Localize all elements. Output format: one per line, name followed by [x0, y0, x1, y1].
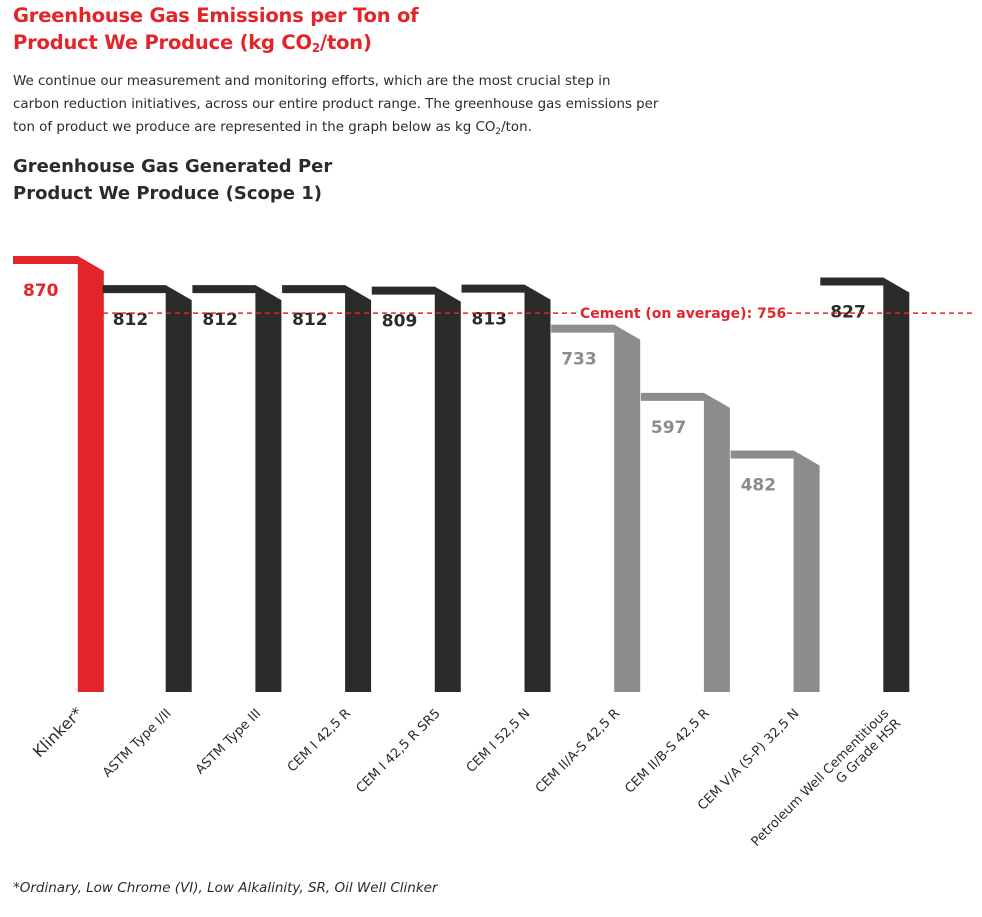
- chart-subtitle: Greenhouse Gas Generated Per Product We …: [13, 153, 332, 207]
- title-line-2: Product We Produce (kg CO2/ton): [13, 29, 418, 56]
- value-label-7: 733: [561, 350, 597, 370]
- intro-line-3-unit: /ton.: [501, 120, 532, 135]
- intro-subscript: 2: [495, 127, 502, 137]
- bar-1: [13, 256, 104, 692]
- subtitle-line-2: Product We Produce (Scope 1): [13, 183, 322, 204]
- value-label-6: 813: [472, 310, 508, 330]
- value-label-9: 482: [741, 475, 777, 495]
- reference-label-backing: [576, 302, 786, 323]
- emissions-bar-chart: 870 Klinker* 812 ASTM Type I/II 812 ASTM Type…: [13, 256, 972, 850]
- category-label-7: CEM II/A-S 42,5 R: [533, 706, 623, 796]
- intro-paragraph: We continue our measurement and monitori…: [13, 70, 693, 139]
- value-label-8: 597: [651, 418, 687, 438]
- bar-4: [282, 285, 372, 692]
- value-label-5: 809: [382, 312, 418, 332]
- category-label-9: CEM V/A (S-P) 32,5 N: [695, 706, 802, 813]
- intro-line-3-text: ton of product we produce are represente…: [13, 120, 496, 135]
- chart-title: Greenhouse Gas Emissions per Ton of Prod…: [13, 2, 419, 56]
- title-line-2-text: Product We Produce (kg CO: [13, 31, 312, 54]
- bar-6: [461, 284, 551, 692]
- title-line-2-unit: /ton): [320, 31, 372, 54]
- subtitle-line-1: Greenhouse Gas Generated Per: [13, 156, 333, 177]
- footnote: *Ordinary, Low Chrome (VI), Low Alkalini…: [13, 880, 438, 896]
- category-label-3: ASTM Type III: [193, 706, 264, 777]
- intro-line-3: ton of product we produce are represente…: [13, 116, 693, 139]
- title-subscript: 2: [311, 41, 321, 55]
- category-label-1: Klinker*: [29, 703, 87, 761]
- intro-line-1: We continue our measurement and monitori…: [13, 74, 611, 89]
- bar-8: [640, 392, 730, 692]
- category-label-6: CEM I 52,5 N: [464, 706, 534, 776]
- bar-5: [371, 286, 461, 692]
- category-label-2: ASTM Type I/II: [100, 706, 174, 780]
- category-label-5: CEM I 42,5 R SR5: [354, 706, 444, 796]
- intro-line-2: carbon reduction initiatives, across our…: [13, 97, 659, 112]
- bar-9: [730, 450, 820, 692]
- category-label-8: CEM II/B-S 42,5 R: [622, 706, 712, 796]
- bar-10: [820, 277, 910, 692]
- value-label-2: 812: [113, 310, 149, 330]
- value-label-3: 812: [202, 310, 238, 330]
- bar-2: [102, 285, 192, 692]
- bar-7: [551, 324, 641, 692]
- value-label-4: 812: [292, 310, 328, 330]
- average-reference-label: Cement (on average): 756: [580, 306, 786, 322]
- value-label-1: 870: [23, 281, 59, 301]
- value-label-10: 827: [830, 303, 866, 323]
- bar-3: [192, 285, 282, 692]
- category-label-4: CEM I 42,5 R: [285, 706, 354, 775]
- title-line-1: Greenhouse Gas Emissions per Ton of: [13, 4, 419, 27]
